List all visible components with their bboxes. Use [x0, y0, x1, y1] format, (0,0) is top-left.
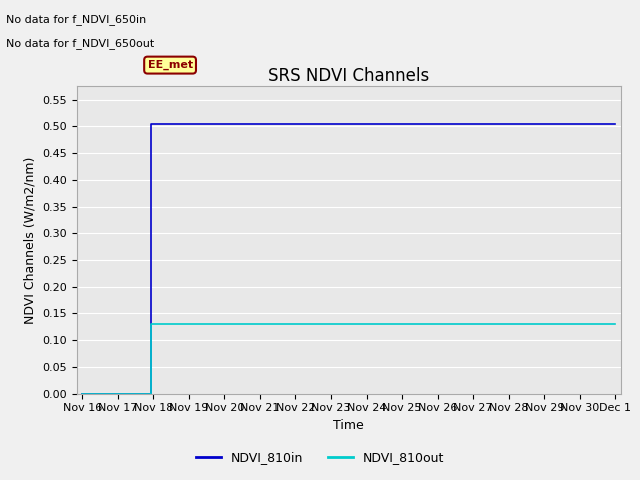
NDVI_810in	[148, 391, 156, 396]
X-axis label: Time: Time	[333, 419, 364, 432]
Legend: NDVI_810in, NDVI_810out: NDVI_810in, NDVI_810out	[191, 446, 449, 469]
Text: EE_met: EE_met	[147, 60, 193, 70]
NDVI_810out	[148, 391, 156, 396]
NDVI_810out	[612, 321, 620, 327]
Line: NDVI_810in: NDVI_810in	[82, 124, 616, 394]
Title: SRS NDVI Channels: SRS NDVI Channels	[268, 67, 429, 85]
NDVI_810out	[148, 321, 156, 327]
NDVI_810in	[78, 391, 86, 396]
Line: NDVI_810out: NDVI_810out	[82, 324, 616, 394]
NDVI_810out	[78, 391, 86, 396]
Text: No data for f_NDVI_650out: No data for f_NDVI_650out	[6, 38, 155, 49]
Y-axis label: NDVI Channels (W/m2/nm): NDVI Channels (W/m2/nm)	[24, 156, 36, 324]
Text: No data for f_NDVI_650in: No data for f_NDVI_650in	[6, 14, 147, 25]
NDVI_810in	[612, 121, 620, 127]
NDVI_810in	[148, 121, 156, 127]
